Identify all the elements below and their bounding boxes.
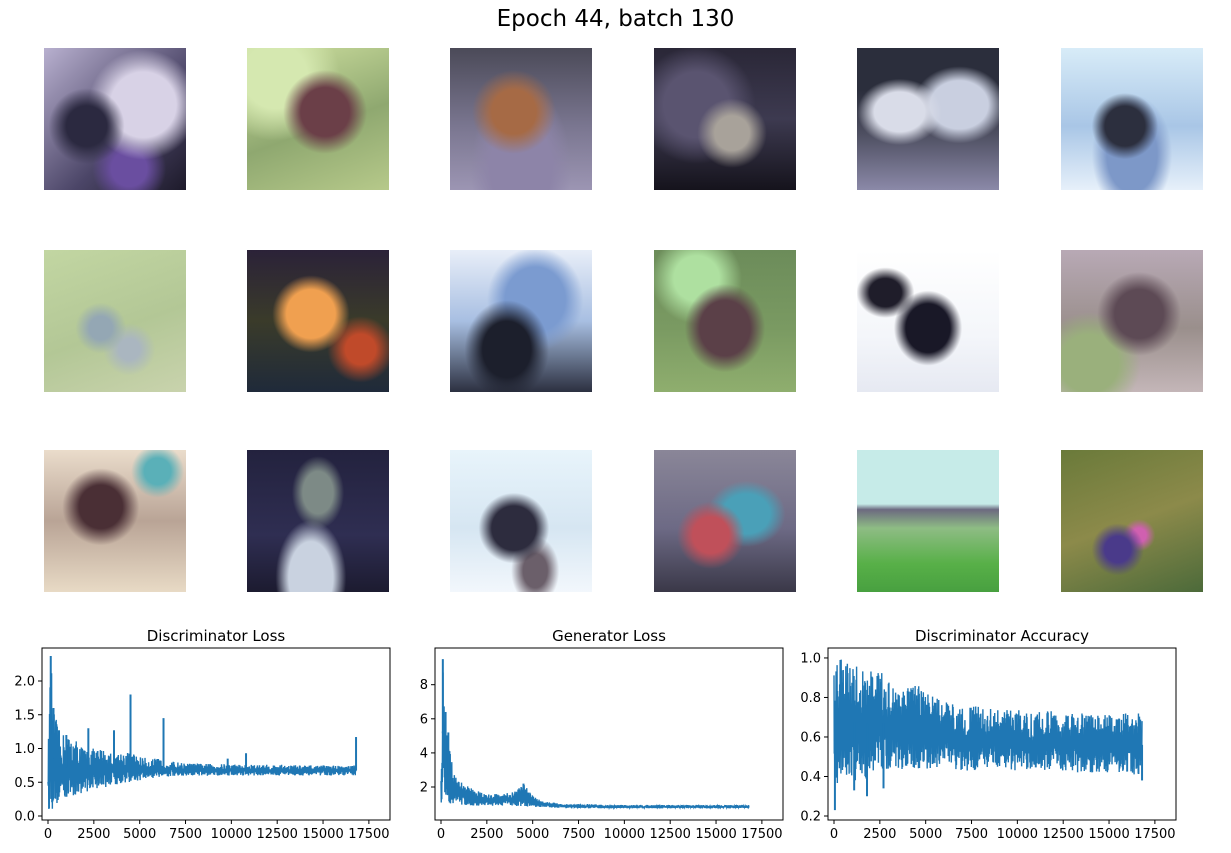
y-tick-label: 0.2 (800, 810, 821, 825)
x-tick-label: 5000 (123, 827, 156, 842)
sample-image (654, 450, 796, 592)
x-tick-label: 5000 (909, 827, 942, 842)
x-tick-label: 17500 (741, 827, 782, 842)
sample-image (1061, 250, 1203, 392)
axes-frame (827, 647, 1177, 821)
sample-image (654, 250, 796, 392)
x-tick-label: 0 (437, 827, 445, 842)
sample-image (44, 250, 186, 392)
series-line (833, 659, 1143, 784)
line-chart-generator-loss: 0 2500 5000 7500 10000 12500 15000 17500 2 4 6 8 (420, 647, 784, 842)
y-tick-label: 0.6 (800, 730, 821, 745)
x-tick-label: 2500 (470, 827, 503, 842)
sample-image (857, 450, 999, 592)
y-tick-label: 0.5 (14, 776, 35, 791)
sample-image (44, 48, 186, 190)
y-tick-label: 2 (420, 781, 428, 796)
y-tick-label: 1.0 (800, 651, 821, 666)
sample-image (654, 48, 796, 190)
sample-image (44, 450, 186, 592)
y-tick-label: 4 (420, 746, 428, 761)
x-tick-label: 0 (830, 827, 838, 842)
sample-image (1061, 48, 1203, 190)
x-tick-label: 5000 (516, 827, 549, 842)
chart-title: Generator Loss (552, 627, 666, 645)
sample-image (247, 250, 389, 392)
x-tick-label: 17500 (348, 827, 389, 842)
x-tick-label: 7500 (169, 827, 202, 842)
y-tick-label: 0.0 (14, 810, 35, 825)
line-chart-discriminator-loss: 0 2500 5000 7500 10000 12500 15000 17500 0.0 0.5 1… (14, 647, 391, 842)
y-tick-label: 6 (420, 712, 428, 727)
y-tick-label: 8 (420, 678, 428, 693)
axes-frame (434, 647, 784, 821)
y-tick-label: 2.0 (14, 675, 35, 690)
x-tick-label: 10000 (604, 827, 645, 842)
x-tick-label: 15000 (1088, 827, 1129, 842)
x-tick-label: 2500 (77, 827, 110, 842)
x-tick-label: 12500 (650, 827, 691, 842)
line-chart-discriminator-accuracy: 0 2500 5000 7500 10000 12500 15000 17500 0.2 0.4 0… (800, 647, 1177, 842)
x-tick-label: 7500 (955, 827, 988, 842)
y-tick-label: 1.0 (14, 742, 35, 757)
sample-image (1061, 450, 1203, 592)
axes-frame (41, 647, 391, 821)
sample-image (857, 250, 999, 392)
sample-image (450, 48, 592, 190)
y-tick-label: 0.4 (800, 770, 821, 785)
sample-image (450, 250, 592, 392)
sample-image (247, 450, 389, 592)
chart-title: Discriminator Loss (146, 627, 286, 645)
chart-title: Discriminator Accuracy (914, 627, 1090, 645)
sample-image (247, 48, 389, 190)
x-tick-label: 10000 (211, 827, 252, 842)
x-tick-label: 12500 (1043, 827, 1084, 842)
x-tick-label: 15000 (695, 827, 736, 842)
x-tick-label: 7500 (562, 827, 595, 842)
y-tick-label: 0.8 (800, 691, 821, 706)
sample-image (450, 450, 592, 592)
figure-title: Epoch 44, batch 130 (496, 6, 735, 32)
x-tick-label: 2500 (863, 827, 896, 842)
x-tick-label: 12500 (257, 827, 298, 842)
x-tick-label: 17500 (1134, 827, 1175, 842)
x-tick-label: 15000 (302, 827, 343, 842)
x-tick-label: 0 (44, 827, 52, 842)
series-line (47, 673, 357, 809)
series-line (440, 672, 750, 811)
x-tick-label: 10000 (997, 827, 1038, 842)
sample-image (857, 48, 999, 190)
y-tick-label: 1.5 (14, 708, 35, 723)
